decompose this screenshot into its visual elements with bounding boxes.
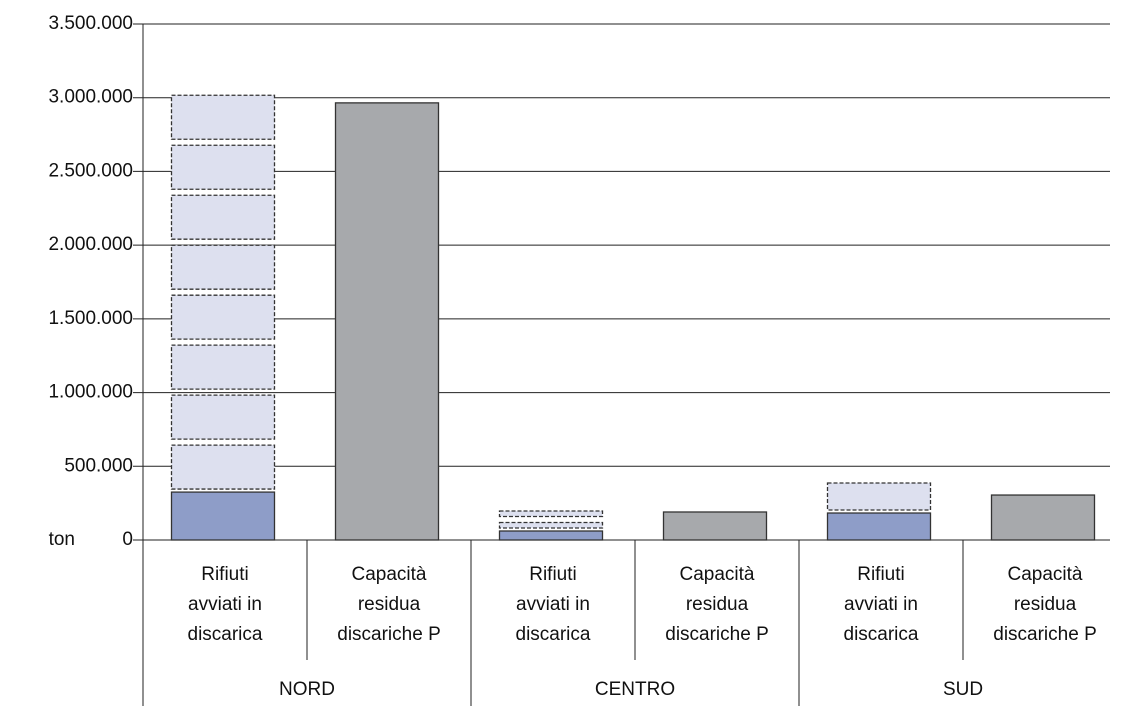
x-tick-label-box: Capacità residua discariche P	[993, 564, 1097, 645]
bar-segment	[990, 494, 1096, 541]
x-tick-label: Capacità residua discariche P	[993, 564, 1097, 645]
bar-segment	[334, 102, 440, 541]
x-tick-label: Capacità residua discariche P	[337, 564, 441, 645]
x-tick-label: Capacità residua discariche P	[665, 564, 769, 645]
y-axis-label: ton	[49, 529, 75, 550]
bar-segment	[170, 94, 276, 140]
y-tick-label: 2.000.000	[48, 234, 133, 255]
y-tick-label: 1.000.000	[48, 382, 133, 403]
y-tick-label: 500.000	[64, 455, 133, 476]
bar-segment	[498, 521, 604, 529]
x-tick-label: Rifiuti avviati in discarica	[515, 564, 591, 645]
x-tick-label-box: Rifiuti avviati in discarica	[187, 564, 263, 645]
bar-segment	[498, 510, 604, 518]
x-tick-label-box: Capacità residua discariche P	[337, 564, 441, 645]
bar-segment	[170, 144, 276, 190]
bar-segment	[170, 194, 276, 240]
x-tick-label-box: Rifiuti avviati in discarica	[515, 564, 591, 645]
y-tick-label: 2.500.000	[48, 160, 133, 181]
bar-segment	[498, 530, 604, 541]
bar-segment	[662, 511, 768, 541]
group-label: NORD	[279, 679, 335, 700]
x-tick-label-box: Rifiuti avviati in discarica	[843, 564, 919, 645]
bar-segment	[826, 482, 932, 511]
x-tick-label-box: Capacità residua discariche P	[665, 564, 769, 645]
bar-segment	[170, 394, 276, 440]
y-tick-label: 0	[122, 529, 133, 550]
y-tick-label: 3.500.000	[48, 13, 133, 34]
group-label: SUD	[943, 679, 983, 700]
y-tick-label: 3.000.000	[48, 87, 133, 108]
bar-segment	[170, 244, 276, 290]
bar-segment	[170, 444, 276, 490]
bar-segment	[170, 491, 276, 541]
group-label: CENTRO	[595, 679, 675, 700]
x-tick-label: Rifiuti avviati in discarica	[187, 564, 263, 645]
bar-segment	[170, 344, 276, 390]
x-tick-label: Rifiuti avviati in discarica	[843, 564, 919, 645]
bar-segment	[170, 294, 276, 340]
bar-segment	[826, 512, 932, 541]
y-tick-label: 1.500.000	[48, 308, 133, 329]
